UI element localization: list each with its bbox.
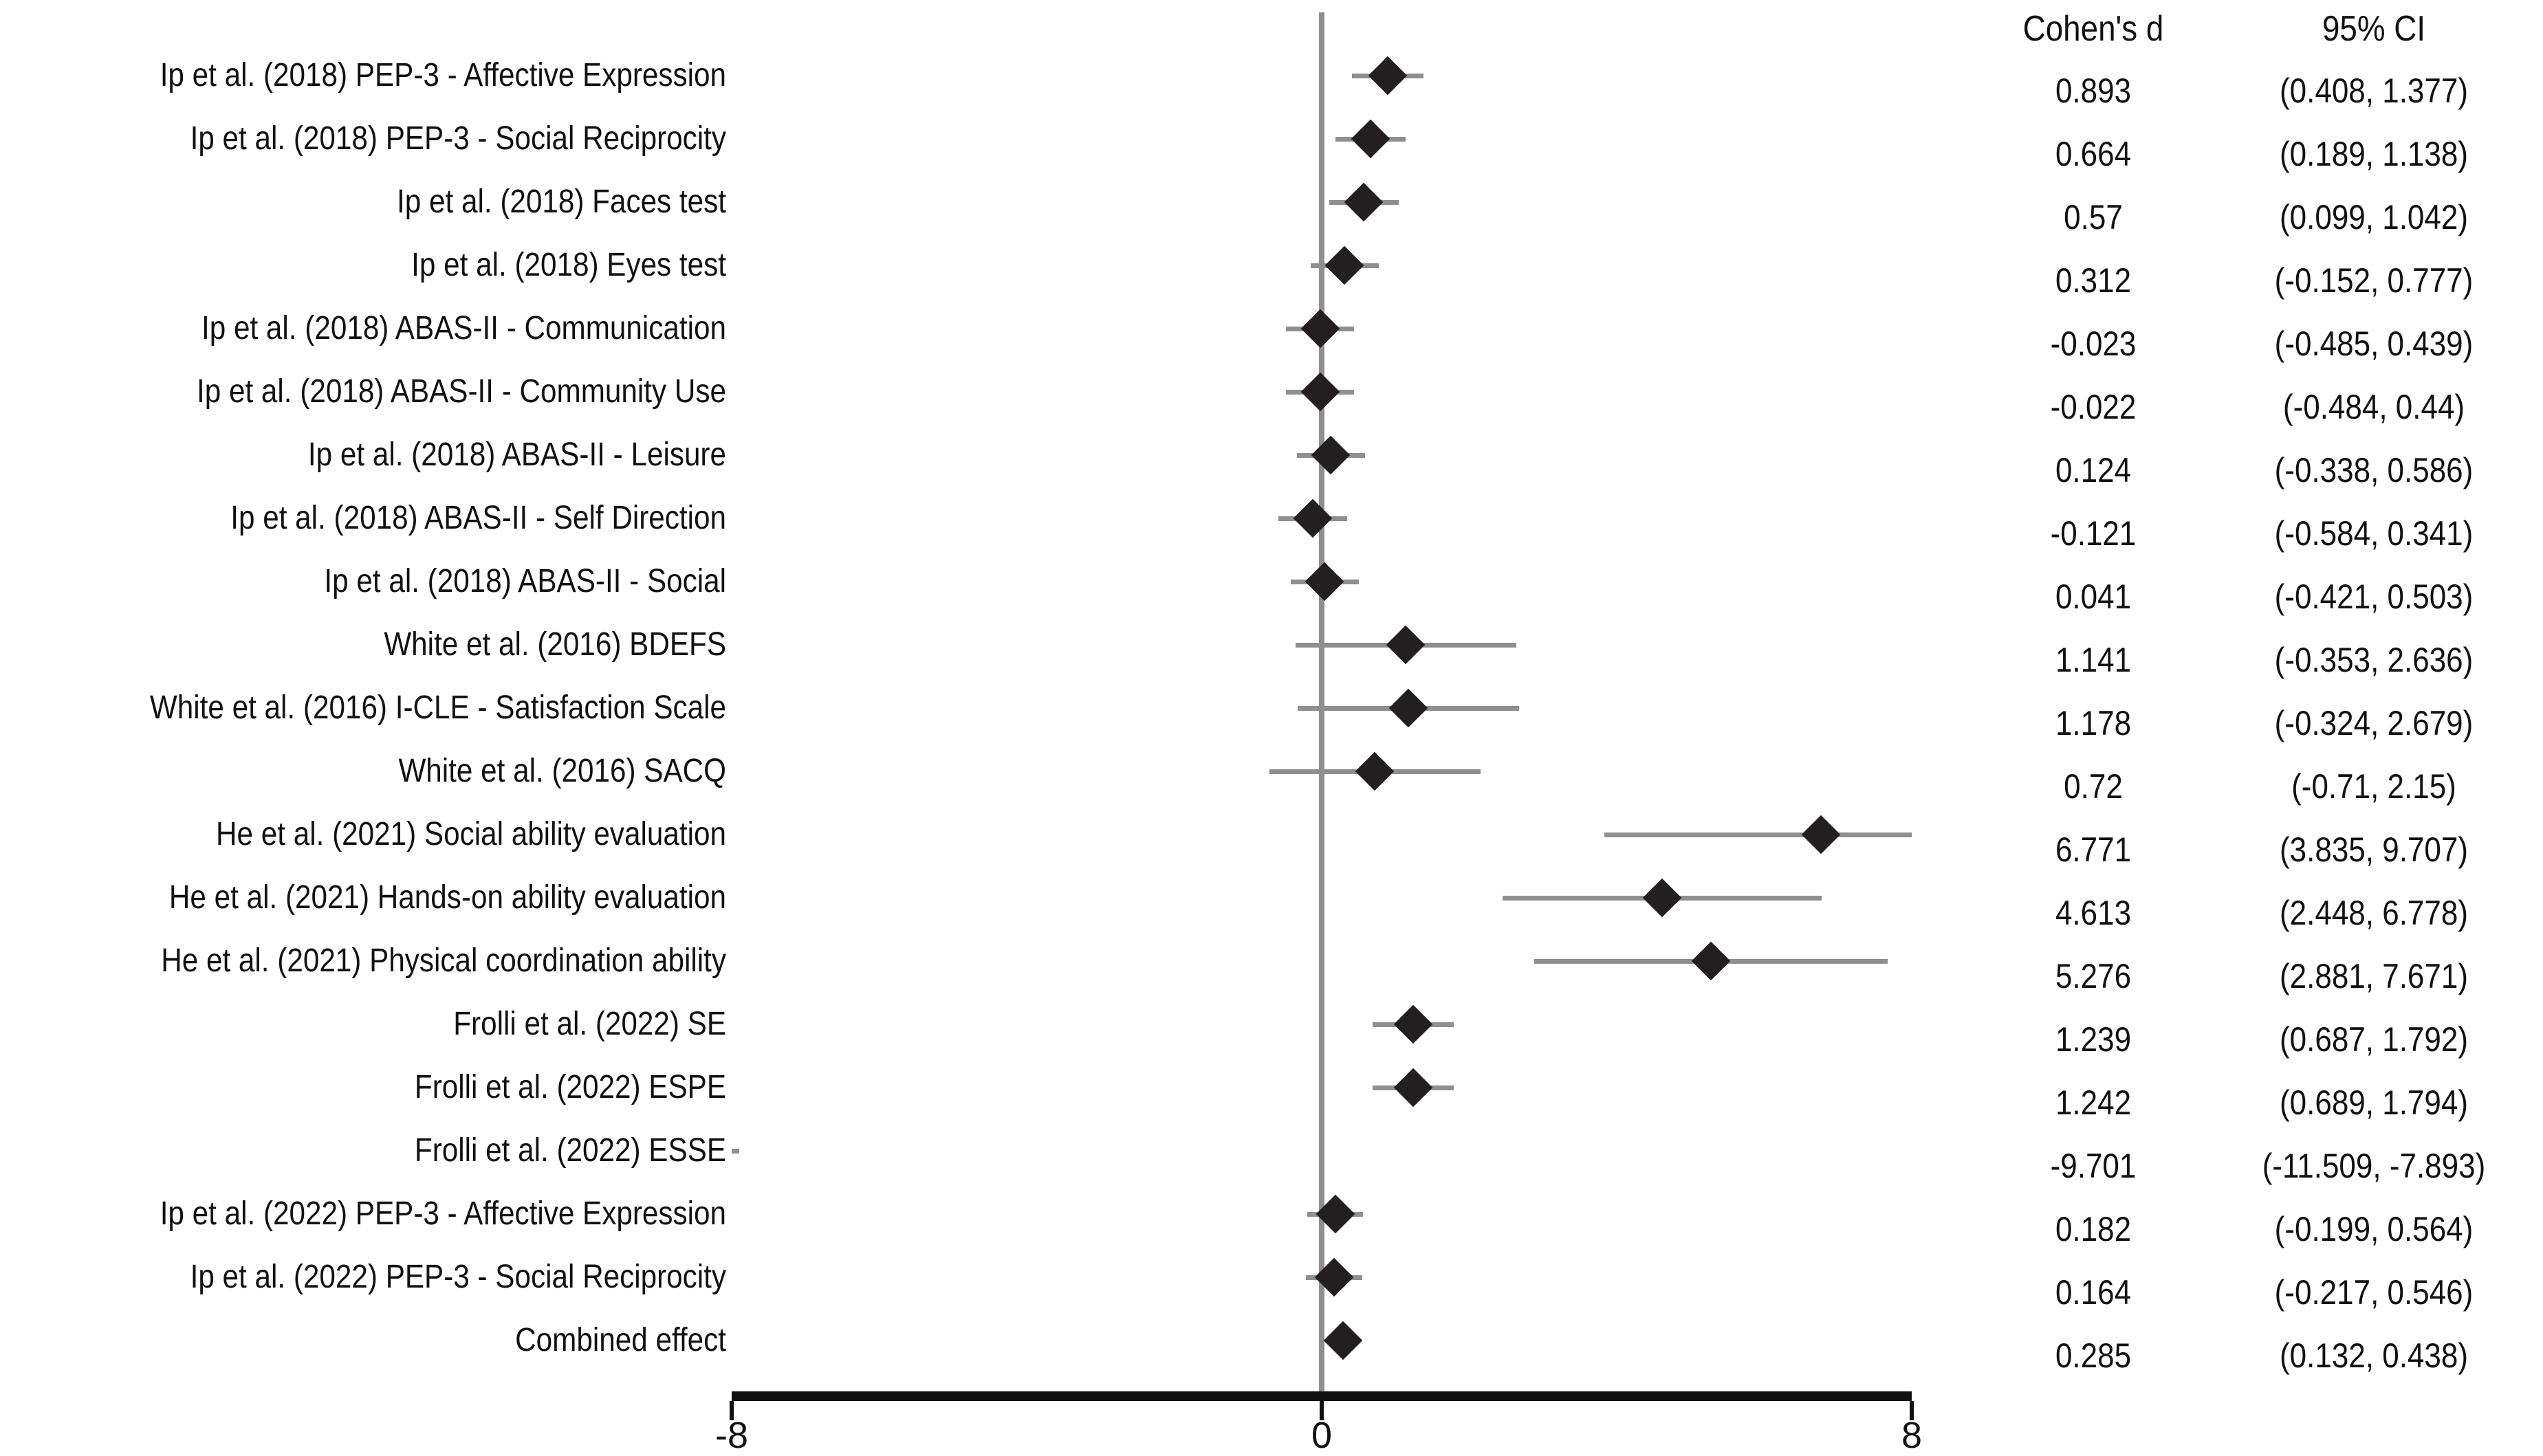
effect-diamond [1323,1321,1362,1360]
study-label: Ip et al. (2018) ABAS-II - Self Directio… [230,500,726,536]
ci-value: (-0.421, 0.503) [2274,577,2474,616]
study-label: Ip et al. (2018) Faces test [397,184,726,220]
study-label: Ip et al. (2018) PEP-3 - Affective Expre… [160,57,726,93]
effect-value: 0.72 [2064,767,2123,806]
ci-value: (-0.484, 0.44) [2282,388,2465,426]
axis-tick-label: 0 [1311,1415,1333,1456]
column-header-cohens-d: Cohen's d [2022,9,2164,49]
study-label: White et al. (2016) I-CLE - Satisfaction… [149,690,726,726]
ci-line [732,1148,740,1154]
ci-value: (-0.152, 0.777) [2274,261,2474,300]
effect-value: 0.57 [2064,198,2123,236]
effect-diamond [1642,878,1682,918]
study-label: Ip et al. (2018) Eyes test [411,247,726,283]
column-header-95ci: 95% CI [2322,9,2426,49]
study-label: Frolli et al. (2022) SE [453,1006,726,1042]
effect-value: 0.041 [2055,577,2132,616]
effect-value: -0.121 [2050,514,2137,553]
effect-value: 0.312 [2055,261,2132,300]
effect-value: 6.771 [2055,830,2132,869]
effect-value: 1.141 [2055,641,2132,679]
ci-value: (0.408, 1.377) [2280,71,2468,110]
study-label: Ip et al. (2018) ABAS-II - Communication [201,310,726,346]
study-label: Ip et al. (2022) PEP-3 - Social Reciproc… [190,1259,726,1295]
study-label: White et al. (2016) SACQ [398,753,726,789]
axis-tick [1320,1401,1324,1420]
effect-value: 0.124 [2055,451,2132,489]
effect-diamond [1355,751,1395,791]
study-label: Ip et al. (2018) ABAS-II - Social [324,563,726,599]
effect-value: 0.664 [2055,135,2132,173]
study-label: Combined effect [515,1322,726,1358]
effect-value: 1.178 [2055,704,2132,742]
ci-value: (2.448, 6.778) [2280,894,2468,932]
effect-diamond [1691,941,1731,981]
effect-diamond [1311,435,1351,475]
ci-value: (-0.199, 0.564) [2274,1210,2474,1248]
ci-value: (0.189, 1.138) [2280,135,2468,173]
effect-diamond [1389,688,1428,728]
ci-line [1604,832,1912,837]
effect-diamond [1386,625,1426,665]
ci-value: (0.099, 1.042) [2280,198,2468,236]
ci-value: (-11.509, -7.893) [2262,1147,2486,1185]
study-label: Ip et al. (2018) ABAS-II - Leisure [307,437,727,473]
effect-diamond [1393,1068,1433,1107]
effect-diamond [1300,372,1340,412]
study-label: Ip et al. (2018) ABAS-II - Community Use [197,373,727,410]
ci-value: (2.881, 7.671) [2280,957,2468,995]
study-label: He et al. (2021) Social ability evaluati… [216,816,727,852]
effect-diamond [1351,119,1390,159]
study-label: Frolli et al. (2022) ESPE [414,1069,726,1105]
study-label: Ip et al. (2022) PEP-3 - Affective Expre… [160,1195,726,1232]
effect-diamond [1393,1004,1433,1044]
effect-value: -9.701 [2050,1147,2137,1185]
plot-area: -8 0 8 [715,0,1922,1456]
effect-value: -0.023 [2050,324,2137,363]
study-label: White et al. (2016) BDEFS [384,626,726,663]
ci-value: (3.835, 9.707) [2280,830,2468,869]
effect-diamond [1368,56,1408,96]
effect-diamond [1325,245,1364,285]
effect-value: 4.613 [2055,894,2132,932]
effect-diamond [1801,815,1841,854]
effect-diamond [1344,182,1384,222]
study-label: He et al. (2021) Hands-on ability evalua… [168,879,727,916]
axis-tick [730,1401,734,1420]
ci-value: (-0.217, 0.546) [2274,1273,2474,1312]
effect-value: 0.182 [2055,1210,2132,1248]
ci-value: (-0.584, 0.341) [2274,514,2474,553]
axis-tick [1910,1401,1914,1420]
axis-tick-label: -8 [714,1415,748,1456]
zero-line [1319,12,1324,1391]
study-label: He et al. (2021) Physical coordination a… [161,942,727,979]
effect-diamond [1300,309,1340,349]
effect-diamond [1305,562,1344,602]
effect-diamond [1293,498,1333,538]
effect-value: 1.242 [2055,1083,2132,1122]
ci-value: (0.132, 0.438) [2280,1336,2468,1375]
effect-value: 0.893 [2055,71,2132,110]
effect-value: 0.164 [2055,1273,2132,1312]
effect-value: 1.239 [2055,1020,2132,1059]
ci-value: (0.689, 1.794) [2280,1083,2468,1122]
effect-value: 0.285 [2055,1336,2132,1375]
axis-tick-label: 8 [1901,1415,1923,1456]
x-axis-line [732,1391,1912,1401]
ci-value: (-0.324, 2.679) [2274,704,2474,742]
effect-value: -0.022 [2050,388,2137,426]
effect-value: 5.276 [2055,957,2132,995]
ci-value: (-0.71, 2.15) [2291,767,2456,806]
ci-value: (0.687, 1.792) [2280,1020,2468,1059]
study-label: Ip et al. (2018) PEP-3 - Social Reciproc… [190,120,726,157]
ci-value: (-0.353, 2.636) [2274,641,2474,679]
ci-value: (-0.485, 0.439) [2274,324,2474,363]
study-label: Frolli et al. (2022) ESSE [414,1132,726,1169]
ci-value: (-0.338, 0.586) [2274,451,2474,489]
